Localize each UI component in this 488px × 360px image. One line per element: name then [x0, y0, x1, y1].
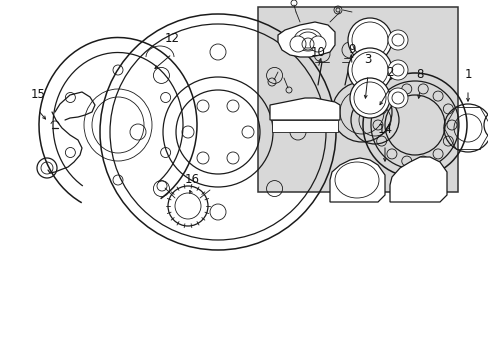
- Text: 15: 15: [30, 88, 45, 101]
- Polygon shape: [329, 158, 384, 202]
- Polygon shape: [269, 98, 339, 120]
- Polygon shape: [271, 120, 337, 132]
- Polygon shape: [278, 22, 334, 57]
- Circle shape: [347, 48, 391, 92]
- Text: 12: 12: [164, 32, 179, 45]
- Text: 10: 10: [310, 46, 325, 59]
- Circle shape: [289, 36, 305, 52]
- Bar: [258, 7, 457, 192]
- Text: 3: 3: [364, 53, 371, 66]
- Text: 14: 14: [377, 123, 392, 136]
- Circle shape: [387, 88, 407, 108]
- Text: 16: 16: [184, 173, 199, 186]
- Circle shape: [349, 78, 389, 118]
- Text: 8: 8: [415, 68, 423, 81]
- Circle shape: [387, 60, 407, 80]
- Circle shape: [347, 18, 391, 62]
- Circle shape: [309, 36, 325, 52]
- Polygon shape: [389, 157, 446, 202]
- Circle shape: [387, 30, 407, 50]
- Text: 1: 1: [463, 68, 471, 81]
- Text: 2: 2: [386, 66, 393, 79]
- Text: 9: 9: [347, 43, 355, 56]
